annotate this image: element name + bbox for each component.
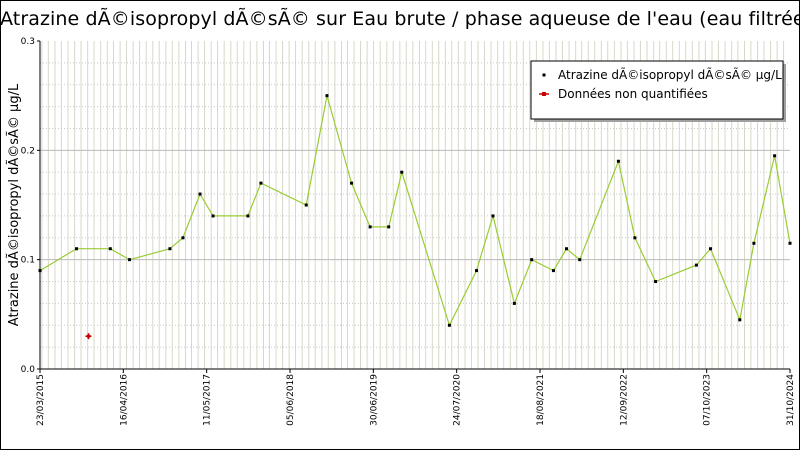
legend-label: Atrazine dÃ©isopropyl dÃ©sÃ© µg/L [558,67,782,82]
data-point [551,269,555,273]
data-point [198,192,202,196]
legend-marker-measured [542,73,546,77]
data-point [75,247,79,251]
data-point [709,247,713,251]
chart-title: Atrazine dÃ©isopropyl dÃ©sÃ© sur Eau bru… [0,8,800,30]
x-tick-label: 16/04/2016 [119,374,129,426]
data-point [694,263,698,267]
data-point [211,214,215,218]
data-point [128,258,132,262]
y-tick-label: 0.0 [21,365,36,375]
data-point [654,280,658,284]
data-point [564,247,568,251]
data-point [350,181,354,185]
data-point [633,236,637,240]
y-tick-label: 0.2 [21,146,35,156]
x-tick-label: 05/06/2018 [286,374,296,426]
data-point [325,94,329,98]
data-point [387,225,391,229]
legend-marker-non-quantified [542,92,546,96]
data-point [512,301,516,305]
legend-label: Données non quantifiées [558,87,708,101]
data-point [108,247,112,251]
x-tick-label: 12/09/2022 [619,374,629,426]
data-point [181,236,185,240]
data-point [168,247,172,251]
y-tick-label: 0.3 [21,37,35,47]
data-point [616,159,620,163]
x-tick-label: 23/03/2015 [36,374,46,426]
data-point [304,203,308,207]
data-point [491,214,495,218]
data-point [259,181,263,185]
x-tick-label: 18/08/2021 [536,374,546,426]
non-quantified-point-center [87,334,91,338]
x-tick-label: 31/10/2024 [786,374,796,426]
data-point [773,154,777,158]
data-point [246,214,250,218]
data-point [368,225,372,229]
data-point [578,258,582,262]
y-tick-label: 0.1 [21,256,35,266]
x-tick-label: 24/07/2020 [453,374,463,426]
data-point [788,241,792,245]
data-point [38,269,42,273]
x-tick-label: 07/10/2023 [703,374,713,426]
data-point [475,269,479,273]
x-tick-label: 11/05/2017 [203,374,213,426]
y-axis-label: Atrazine dÃ©isopropyl dÃ©sÃ© µg/L [6,83,22,326]
data-point [752,241,756,245]
x-tick-label: 30/06/2019 [369,374,379,426]
data-point [530,258,534,262]
data-point [738,318,742,322]
legend-box [530,60,784,120]
data-point [400,170,404,174]
data-point [447,323,451,327]
